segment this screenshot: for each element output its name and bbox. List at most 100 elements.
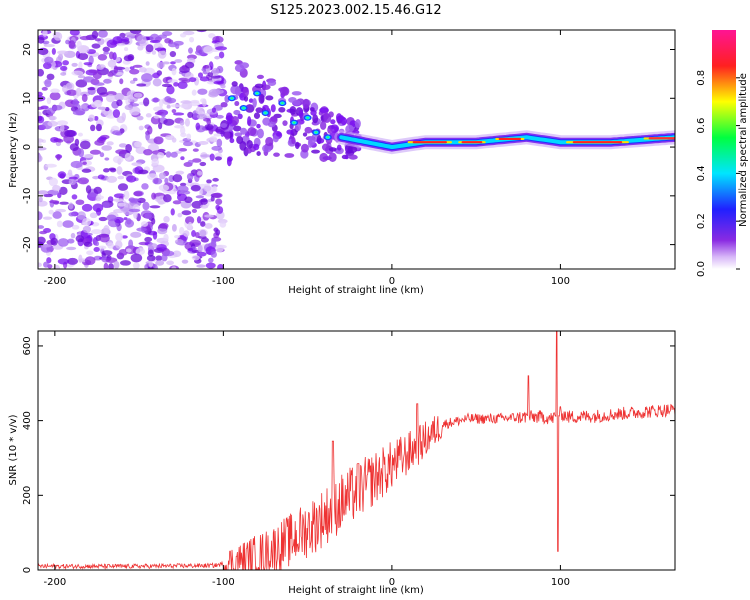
hotspot-core xyxy=(292,121,296,124)
noise-blob xyxy=(158,200,165,205)
noise-blob xyxy=(129,66,135,70)
noise-blob xyxy=(122,96,129,101)
noise-blob xyxy=(173,82,179,87)
noise-blob xyxy=(47,120,58,127)
x-tick-label: -200 xyxy=(44,276,67,287)
noise-blob xyxy=(211,67,220,76)
noise-blob xyxy=(209,153,215,161)
noise-blob xyxy=(48,209,54,215)
noise-blob xyxy=(69,30,80,36)
noise-blob xyxy=(215,198,223,205)
noise-blob xyxy=(38,47,49,56)
noise-blob xyxy=(188,47,193,54)
noise-blob xyxy=(82,76,95,83)
noise-blob xyxy=(136,227,147,232)
noise-blob xyxy=(197,244,203,253)
noise-blob xyxy=(65,83,73,89)
noise-blob xyxy=(92,71,102,80)
noise-blob xyxy=(38,147,47,151)
noise-blob xyxy=(164,177,169,184)
ridge-blob xyxy=(256,74,264,79)
ridge-blob xyxy=(334,126,339,132)
ridge-blob xyxy=(307,138,313,148)
heatmap-y-ticks: -20 -10 0 10 20 xyxy=(22,43,675,253)
noise-blob xyxy=(177,81,188,90)
noise-blob xyxy=(42,40,50,45)
noise-blob xyxy=(214,156,222,161)
noise-blob xyxy=(121,37,130,42)
noise-blob xyxy=(163,215,170,223)
noise-blob xyxy=(172,112,185,116)
noise-blob xyxy=(181,79,191,83)
noise-blob xyxy=(64,129,76,138)
noise-blob xyxy=(151,97,160,103)
noise-blob xyxy=(171,109,177,114)
noise-blob xyxy=(124,152,132,161)
noise-blob xyxy=(66,89,78,96)
noise-blob xyxy=(38,225,45,229)
y-tick-label: -10 xyxy=(22,188,33,204)
noise-blob xyxy=(109,168,117,173)
noise-blob xyxy=(106,39,118,48)
noise-blob xyxy=(216,138,223,148)
noise-blob xyxy=(180,103,189,109)
ridge-blob xyxy=(231,81,238,87)
noise-blob xyxy=(151,192,157,200)
ridge-blob xyxy=(330,119,336,125)
noise-blob xyxy=(97,106,107,110)
noise-blob xyxy=(81,93,88,103)
noise-blob xyxy=(38,138,44,143)
noise-blob xyxy=(44,56,54,64)
noise-blob xyxy=(128,197,136,203)
noise-blob xyxy=(38,106,45,111)
noise-blob xyxy=(91,30,99,39)
noise-blob xyxy=(199,161,207,167)
ridge-blob xyxy=(233,109,241,116)
noise-blob xyxy=(88,114,96,122)
noise-blob xyxy=(211,145,223,151)
snr-plot-area xyxy=(38,331,675,570)
noise-blob xyxy=(82,225,92,234)
noise-blob xyxy=(196,264,206,268)
ridge-blob xyxy=(226,118,233,125)
noise-blob xyxy=(96,64,105,70)
noise-blob xyxy=(78,148,85,158)
noise-blob xyxy=(179,33,187,38)
noise-blob xyxy=(77,52,89,61)
noise-blob xyxy=(191,255,200,261)
noise-blob xyxy=(152,72,160,79)
noise-blob xyxy=(79,35,92,41)
x-tick-label: 100 xyxy=(551,276,570,287)
noise-blob xyxy=(152,177,163,185)
colorbar-tick-label: 0.0 xyxy=(696,261,707,277)
noise-blob xyxy=(199,76,210,82)
ridge-blob xyxy=(220,101,228,108)
noise-blob xyxy=(154,47,167,51)
ridge-blob xyxy=(253,112,261,120)
noise-blob xyxy=(114,208,122,213)
noise-blob xyxy=(208,33,216,39)
noise-blob xyxy=(170,151,178,158)
noise-blob xyxy=(77,75,86,79)
noise-blob xyxy=(112,130,122,136)
ridge-blob xyxy=(267,79,277,87)
ridge-blob xyxy=(282,120,288,126)
noise-blob xyxy=(179,120,185,126)
noise-blob xyxy=(204,214,215,218)
ridge-blob xyxy=(237,113,243,120)
noise-blob xyxy=(57,50,69,55)
noise-blob xyxy=(93,255,103,261)
ridge-blob xyxy=(278,106,286,113)
noise-blob xyxy=(75,87,82,97)
noise-blob xyxy=(56,154,61,161)
noise-blob xyxy=(106,94,116,103)
ridge-blob xyxy=(344,154,349,160)
noise-blob xyxy=(199,229,207,237)
noise-blob xyxy=(166,104,171,109)
ridge-blob xyxy=(258,93,265,104)
noise-blob xyxy=(181,259,189,264)
ridge-blob xyxy=(276,132,282,137)
ridge-blob xyxy=(253,143,260,151)
noise-blob xyxy=(166,85,175,95)
hotspot-core xyxy=(306,116,309,119)
